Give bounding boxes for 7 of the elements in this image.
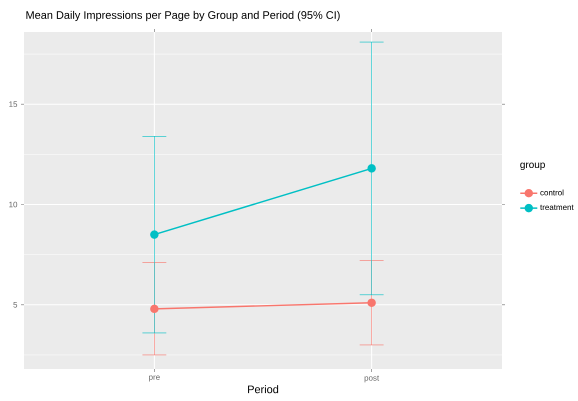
x-axis-title: Period — [248, 385, 278, 394]
point — [367, 164, 376, 173]
point — [150, 304, 159, 314]
legend-title: group — [520, 162, 545, 170]
chart-title: Mean Daily Impressions per Page by Group and Period (95% CI) — [26, 10, 340, 22]
point — [150, 230, 159, 239]
point — [367, 298, 376, 308]
